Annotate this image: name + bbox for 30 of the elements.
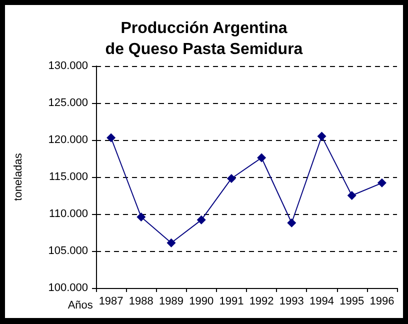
y-tick-label: 125.000 <box>48 97 88 109</box>
y-tick-label: 100.000 <box>48 282 88 294</box>
x-tick-label: 1988 <box>128 296 154 308</box>
x-tick-label: 1995 <box>340 296 364 308</box>
x-tick-label: 1990 <box>189 296 214 308</box>
y-tick-label: 115.000 <box>49 171 88 183</box>
x-tick-label: 1987 <box>98 296 124 308</box>
point <box>287 218 296 228</box>
x-tick-label: 1994 <box>310 296 334 308</box>
point <box>136 212 146 222</box>
point <box>317 132 326 141</box>
y-axis-title: toneladas <box>12 152 24 201</box>
x-tick-label: 1992 <box>249 296 274 308</box>
x-tick-label: 1996 <box>370 296 394 308</box>
point <box>347 191 356 200</box>
point <box>166 238 176 248</box>
point <box>106 133 116 142</box>
x-tick-label: 1991 <box>219 296 244 308</box>
chart-title: Producción Argentina de Queso Pasta Semidura <box>105 20 303 58</box>
point <box>226 174 236 183</box>
x-axis-title: Años <box>68 300 94 312</box>
y-tick-label: 110.000 <box>49 208 88 220</box>
y-tick-label: 130.000 <box>48 60 88 72</box>
point <box>196 215 206 224</box>
point <box>257 153 266 162</box>
point <box>377 178 386 188</box>
x-tick-label: 1993 <box>279 296 304 308</box>
y-tick-label: 105.000 <box>48 245 88 257</box>
y-tick-label: 120.000 <box>48 134 88 146</box>
x-tick-label: 1989 <box>159 296 184 308</box>
